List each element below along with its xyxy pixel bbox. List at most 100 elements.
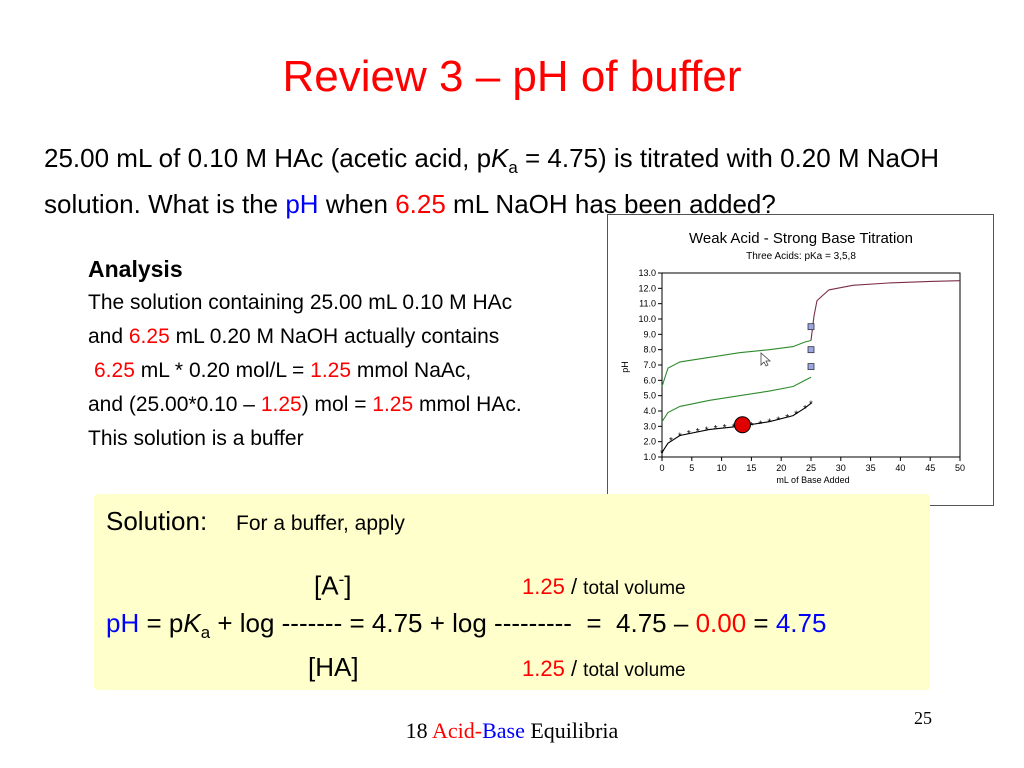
analysis-block: Analysis The solution containing 25.00 m…: [88, 252, 588, 456]
analysis-heading: Analysis: [88, 256, 183, 282]
chart-title: Weak Acid - Strong Base Titration: [689, 230, 913, 247]
chart-x-tick-label: 50: [955, 463, 965, 473]
problem-text-2: = 4.75) is titrated with 0.20 M NaOH sol…: [44, 143, 940, 220]
eq-result: 4.75: [775, 608, 827, 638]
chart-x-tick-label: 30: [836, 463, 846, 473]
chart-x-tick-label: 5: [689, 463, 694, 473]
analysis-l2c: mL 0.20 M NaOH actually contains: [169, 325, 500, 348]
eq-ka-sub: a: [200, 623, 211, 643]
solution-box: Solution: For a buffer, apply [A-] 1.25 …: [94, 494, 930, 690]
problem-text-1: 25.00 mL of 0.10 M HAc (acetic acid, p: [44, 143, 492, 173]
analysis-l2a: and: [88, 325, 129, 348]
chart-x-tick-label: 40: [895, 463, 905, 473]
chart-star-marker: *: [758, 419, 762, 430]
chart-y-tick-label: 2.0: [643, 437, 656, 447]
analysis-l2b: 6.25: [128, 325, 170, 348]
chart-highlight-point: [733, 416, 751, 434]
chart-star-marker: *: [723, 423, 727, 434]
page-number: 25: [914, 708, 932, 728]
numerator-slash: /: [564, 574, 584, 599]
numerator-mmol: 1.25: [522, 574, 565, 599]
denominator-slash: /: [564, 656, 584, 681]
analysis-l3c: 1.25: [310, 359, 352, 382]
a-minus-open: [A: [314, 570, 339, 601]
slide-title: Review 3 – pH of buffer: [282, 52, 742, 101]
footer-dash: -: [474, 718, 483, 743]
chart-series-line: [661, 376, 812, 423]
footer-base: Base: [482, 718, 525, 743]
problem-volume: 6.25: [395, 189, 446, 220]
chart-xlabel: mL of Base Added: [776, 475, 849, 485]
chart-star-marker: *: [696, 427, 700, 438]
chart-star-marker: *: [732, 422, 736, 433]
numerator-a-minus: [A-]: [314, 570, 351, 602]
chart-y-tick-label: 6.0: [643, 375, 656, 385]
cursor-arrow-icon: [760, 352, 772, 367]
analysis-l4e: mmol HAc.: [413, 393, 522, 416]
chart-series-line: [810, 280, 961, 341]
problem-text-3: when: [318, 189, 396, 220]
solution-label: Solution:: [106, 506, 208, 536]
chart-star-marker: *: [794, 409, 798, 420]
titration-chart: Weak Acid - Strong Base Titration Three …: [607, 214, 994, 506]
chart-star-marker: *: [669, 436, 673, 447]
chart-star-marker: *: [687, 429, 691, 440]
analysis-l3d: mmol NaAc,: [351, 359, 472, 382]
problem-a: a: [508, 158, 518, 178]
chart-y-tick-label: 1.0: [643, 452, 656, 462]
analysis-line-4: and (25.00*0.10 – 1.25) mol = 1.25 mmol …: [88, 388, 588, 422]
chart-x-tick-label: 35: [866, 463, 876, 473]
numerator-value: 1.25 / total volume: [522, 574, 686, 600]
chart-y-tick-label: 12.0: [638, 283, 656, 293]
a-minus-sup: -: [338, 570, 345, 589]
footer-chapter: 18 Acid-Base Equilibria: [0, 718, 1024, 744]
footer-acid: Acid: [431, 718, 475, 743]
chart-y-tick-label: 4.0: [643, 406, 656, 416]
chart-star-marker: *: [749, 421, 753, 432]
chart-y-tick-label: 5.0: [643, 391, 656, 401]
solution-subtitle: For a buffer, apply: [236, 512, 405, 535]
chart-star-marker: *: [767, 418, 771, 429]
analysis-line-3: 6.25 mL * 0.20 mol/L = 1.25 mmol NaAc,: [88, 354, 588, 388]
eq-k: K: [183, 608, 201, 638]
chart-ylabel: pH: [620, 361, 630, 373]
analysis-l4a: and (25.00*0.10 –: [88, 393, 261, 416]
numerator-total-volume: total volume: [583, 578, 686, 599]
chart-x-tick-label: 0: [659, 463, 664, 473]
analysis-l4d: 1.25: [372, 393, 414, 416]
chart-star-marker: *: [714, 424, 718, 435]
eq-part-1: = p: [139, 608, 184, 638]
chart-x-tick-label: 45: [925, 463, 935, 473]
problem-k: K: [491, 143, 509, 173]
chart-star-marker: *: [705, 425, 709, 436]
chart-square-marker: [807, 323, 815, 331]
footer-num: 18: [405, 718, 432, 743]
problem-ph: pH: [285, 189, 319, 220]
chart-star-marker: *: [776, 415, 780, 426]
eq-zero: 0.00: [695, 608, 747, 638]
chart-x-tick-label: 25: [806, 463, 816, 473]
eq-part-2: + log ------- = 4.75 + log --------- = 4…: [210, 608, 696, 638]
chart-square-marker: [807, 363, 815, 370]
chart-y-tick-label: 9.0: [643, 329, 656, 339]
analysis-l4b: 1.25: [260, 393, 302, 416]
analysis-l4c: ) mol =: [301, 393, 373, 416]
analysis-line-1: The solution containing 25.00 mL 0.10 M …: [88, 291, 513, 314]
chart-y-tick-label: 13.0: [638, 268, 656, 278]
chart-square-marker: [807, 346, 815, 354]
chart-y-tick-label: 3.0: [643, 421, 656, 431]
chart-y-tick-label: 7.0: [643, 360, 656, 370]
footer-eq: Equilibria: [524, 718, 619, 743]
denominator-ha: [HA]: [308, 652, 359, 682]
chart-y-tick-label: 8.0: [643, 345, 656, 355]
denominator-value: 1.25 / total volume: [522, 656, 686, 682]
problem-statement: 25.00 mL of 0.10 M HAc (acetic acid, pKa…: [44, 140, 944, 222]
analysis-l3b: mL * 0.20 mol/L =: [134, 359, 311, 382]
henderson-equation: pH = pKa + log ------- = 4.75 + log ----…: [106, 608, 826, 643]
chart-x-tick-label: 20: [776, 463, 786, 473]
chart-star-marker: *: [809, 399, 813, 410]
chart-subtitle: Three Acids: pKa = 3,5,8: [746, 251, 856, 262]
chart-y-tick-label: 10.0: [638, 314, 656, 324]
chart-star-marker: *: [660, 448, 664, 459]
chart-x-tick-label: 15: [746, 463, 756, 473]
